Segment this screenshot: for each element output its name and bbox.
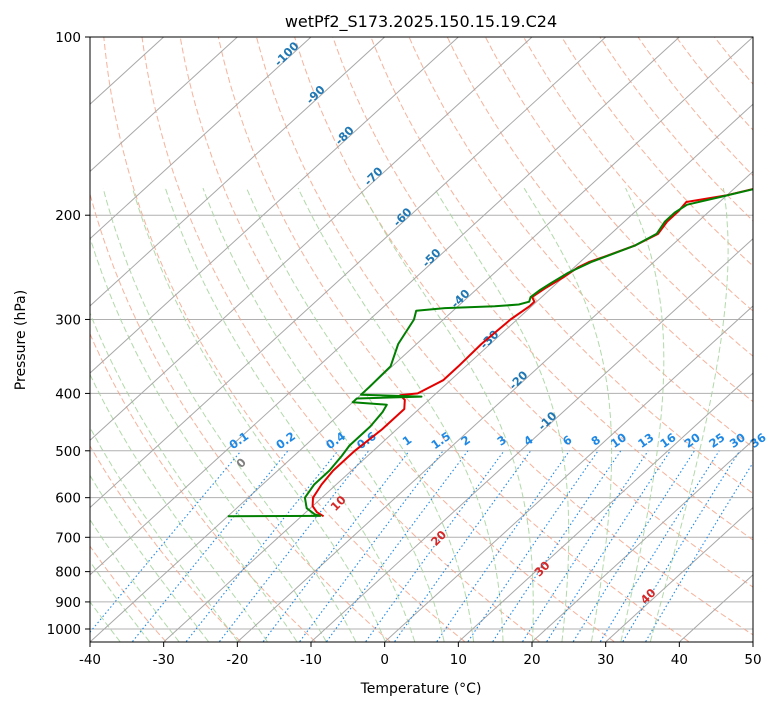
mixing-ratio-line <box>599 450 720 642</box>
x-tick-label: -40 <box>79 652 101 668</box>
x-axis-label: Temperature (°C) <box>360 681 482 697</box>
moist-adiabat-line <box>90 560 150 642</box>
mixing-ratio-line <box>326 450 469 642</box>
moist-adiabat-line <box>90 474 209 642</box>
isotherm-line <box>90 37 607 509</box>
plot-frame <box>89 36 754 643</box>
dry-adiabat-line <box>752 37 753 39</box>
x-axis-ticks: -40 -30 -20 -10 0 10 20 30 40 50 <box>79 642 762 668</box>
isotherm-line <box>90 37 680 576</box>
isotherm-line <box>458 372 753 642</box>
dry-adiabat-line <box>446 37 753 403</box>
moist-adiabat-line <box>90 600 121 642</box>
dry-adiabat-line <box>408 37 753 448</box>
isotherm-line <box>753 37 775 642</box>
isotherm-line <box>90 37 238 173</box>
mixing-ratio-line <box>436 450 570 642</box>
isotherm-line <box>311 237 753 642</box>
isotherm-line <box>532 439 753 642</box>
x-tick-label: 40 <box>671 652 688 668</box>
dry-adiabat-line <box>90 444 241 642</box>
moist-adiabat-line <box>164 187 416 642</box>
y-tick-label: 300 <box>55 312 81 328</box>
mixing-ratio-line <box>262 450 410 642</box>
moist-adiabat-line <box>132 187 386 642</box>
mixing-ratio-line <box>90 450 242 634</box>
moist-adiabat-line <box>359 187 534 642</box>
y-axis-ticks: 100 200 300 400 500 600 700 800 900 1000 <box>47 30 90 638</box>
y-tick-label: 800 <box>55 565 81 581</box>
isotherm-line <box>237 170 753 642</box>
dry-adiabat-line <box>370 37 753 494</box>
y-tick-label: 400 <box>55 386 81 402</box>
isotherm-line <box>163 103 753 642</box>
y-tick-label: 900 <box>55 595 81 611</box>
dry-adiabat-line <box>90 332 316 642</box>
isotherm-line <box>90 37 386 307</box>
moist-adiabat-line <box>649 188 729 642</box>
sounding-profiles <box>227 187 753 518</box>
mixing-ratio-line <box>299 450 444 642</box>
isotherm-line <box>90 37 459 374</box>
dewpoint-profile <box>227 188 753 518</box>
mixing-ratio-line <box>132 450 289 642</box>
y-axis-label: Pressure (hPa) <box>13 290 29 390</box>
isotherm-line <box>90 37 533 442</box>
isotherm-line <box>90 37 312 240</box>
x-tick-label: 50 <box>744 652 761 668</box>
y-tick-label: 100 <box>55 30 81 46</box>
chart-title: wetPf2_S173.2025.150.15.19.C24 <box>285 12 557 32</box>
moist-adiabat-line <box>90 426 239 642</box>
mixing-ratio-line <box>522 450 649 642</box>
mixing-ratio-line <box>622 450 741 642</box>
dry-adiabats <box>90 37 753 642</box>
y-tick-label: 1000 <box>47 622 81 638</box>
x-tick-label: 20 <box>523 652 540 668</box>
moist-adiabat-line <box>102 187 357 642</box>
mixing-ratio-line <box>185 450 339 642</box>
isotherms <box>90 37 775 642</box>
dry-adiabat-line <box>256 37 753 636</box>
mixing-ratio-line <box>546 450 671 642</box>
mixing-ratio-line <box>365 450 505 642</box>
moist-adiabat-line <box>90 373 268 642</box>
dry-adiabat-line <box>217 37 689 642</box>
x-tick-label: -30 <box>153 652 175 668</box>
moist-adiabat-line <box>90 311 298 642</box>
x-tick-label: 0 <box>380 652 389 668</box>
y-tick-label: 200 <box>55 208 81 224</box>
y-tick-label: 600 <box>55 491 81 507</box>
dry-adiabat-line <box>141 37 540 642</box>
dry-adiabat-line <box>484 37 753 357</box>
mixing-ratio-line <box>394 450 532 642</box>
dry-adiabat-line <box>90 545 167 642</box>
x-tick-label: 10 <box>450 652 467 668</box>
moist-adiabat-line <box>90 236 327 642</box>
y-tick-label: 700 <box>55 530 81 546</box>
isotherm-line <box>384 305 753 642</box>
x-tick-label: 30 <box>597 652 614 668</box>
dry-adiabat-line <box>90 191 391 642</box>
mixing-ratio-line <box>492 450 622 642</box>
mixing-ratio-lines <box>90 450 753 642</box>
y-tick-label: 500 <box>55 444 81 460</box>
isotherm-line <box>605 506 753 642</box>
pressure-gridlines <box>90 37 753 630</box>
x-tick-label: -20 <box>226 652 248 668</box>
mixing-ratio-line <box>467 450 599 642</box>
isotherm-line <box>90 37 753 642</box>
x-tick-label: -10 <box>300 652 322 668</box>
moist-adiabat-line <box>620 187 665 642</box>
moist-adiabat-line <box>433 187 570 642</box>
dry-adiabat-line <box>103 37 465 642</box>
moist-adiabat-line <box>90 518 180 642</box>
moist-adiabat-line <box>246 187 475 642</box>
